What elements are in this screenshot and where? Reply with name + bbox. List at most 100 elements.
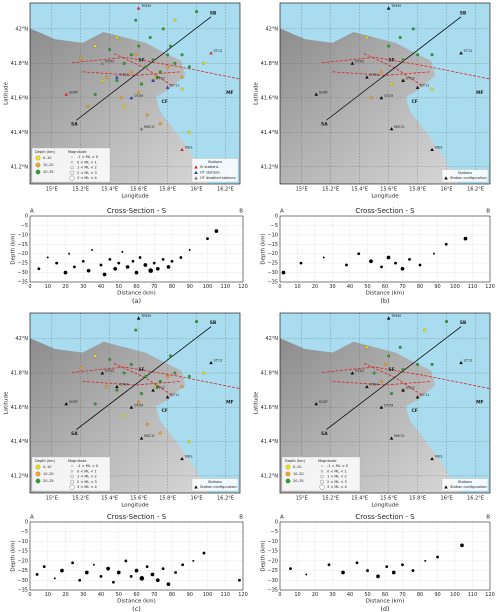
- x-tick-label: 60: [133, 284, 139, 290]
- fault: [321, 366, 491, 389]
- y-tick-label: 42°N: [15, 336, 28, 342]
- station: [459, 360, 463, 365]
- event: [158, 70, 162, 74]
- map-frame: [279, 2, 491, 185]
- y-tick-label: −25: [267, 568, 278, 574]
- legend-label: IV stations: [200, 165, 219, 169]
- y-tick-label: 41.2°N: [11, 473, 29, 479]
- hypocenter: [91, 248, 94, 251]
- hypocenter: [155, 578, 160, 583]
- station: [136, 316, 141, 320]
- station: [365, 384, 369, 389]
- y-axis-label: Latitude: [4, 82, 10, 105]
- x-tick-label: 70: [151, 592, 157, 598]
- station-label: OT11: [170, 393, 179, 397]
- hypocenter: [42, 565, 46, 569]
- station: [100, 61, 105, 65]
- station-label: OT02: [105, 369, 114, 373]
- y-tick-label: 41.8°N: [11, 61, 29, 67]
- hypocenter: [411, 569, 415, 572]
- y-tick-label: −30: [17, 270, 28, 276]
- y-tick-label: 41.2°N: [261, 164, 279, 170]
- chart-title: Cross-Section - S: [107, 513, 167, 521]
- station-label: OT11: [420, 83, 429, 87]
- y-tick-label: 0: [25, 520, 28, 526]
- station: [129, 96, 134, 100]
- x-tick-label: 60: [382, 284, 388, 290]
- station-label: OT09: [384, 94, 393, 98]
- station: [136, 6, 141, 10]
- legend-label: OT stations: [200, 171, 220, 175]
- x-tick-label: 20: [62, 284, 68, 290]
- section-end: A: [280, 515, 284, 521]
- legend-marker: [320, 470, 324, 473]
- profile-line: [326, 16, 462, 121]
- hypocenter: [174, 571, 177, 574]
- event: [145, 422, 149, 426]
- x-tick-label: 80: [417, 284, 423, 290]
- legend-marker: [35, 464, 41, 470]
- hypocenter: [166, 265, 171, 269]
- event: [105, 75, 109, 79]
- station-label: OT02: [105, 59, 114, 63]
- legend-marker: [194, 165, 198, 169]
- legend-marker: [285, 471, 291, 477]
- station: [209, 51, 213, 55]
- y-tick-label: −5: [271, 223, 278, 229]
- legend-label: 10–20: [43, 163, 54, 167]
- hypocenter: [418, 263, 422, 267]
- event: [430, 53, 434, 57]
- y-tick-label: 0: [275, 214, 278, 220]
- x-axis-label: Longitude: [371, 194, 399, 200]
- profile-label: SA: [321, 122, 328, 128]
- event: [379, 380, 383, 384]
- fault-label: SF: [388, 57, 394, 63]
- legend-label: 3 < ML < 4: [77, 485, 98, 489]
- hypocenter: [369, 259, 373, 264]
- section-end: A: [30, 515, 34, 521]
- station-label: MSCO: [394, 434, 405, 438]
- profile-line: [76, 326, 212, 430]
- y-tick-label: 0: [25, 214, 28, 220]
- plot-frame: [279, 215, 491, 283]
- hypocenter: [72, 265, 76, 269]
- station: [115, 384, 119, 389]
- legend-marker: [71, 465, 73, 467]
- hypocenter: [55, 261, 59, 265]
- event: [129, 53, 133, 57]
- hypocenter: [289, 567, 292, 571]
- station: [386, 6, 391, 10]
- legend-title: Stations: [458, 171, 472, 175]
- event: [411, 27, 415, 31]
- x-tick-label: 80: [169, 592, 175, 598]
- event: [180, 53, 184, 57]
- legend-title: Depth (km): [285, 459, 306, 463]
- hypocenter: [35, 573, 39, 576]
- legend-marker: [35, 169, 41, 175]
- x-tick-label: 16°E: [191, 187, 203, 193]
- y-tick-label: 42°N: [15, 26, 28, 32]
- legend-marker: [70, 470, 74, 473]
- event: [105, 385, 109, 389]
- x-tick-label: 50: [364, 284, 370, 290]
- y-tick-label: −25: [17, 568, 28, 574]
- x-tick-label: 16.2°E: [217, 187, 234, 193]
- x-tick-label: 110: [220, 592, 230, 598]
- event: [93, 92, 97, 96]
- legend-marker: [35, 478, 41, 484]
- x-tick-label: 70: [399, 592, 405, 598]
- profile-label: SB: [210, 320, 217, 326]
- x-tick-label: 15°E: [46, 496, 58, 502]
- event: [166, 65, 170, 69]
- land: [280, 338, 459, 493]
- hypocenter: [400, 266, 405, 271]
- x-tick-label: 120: [238, 592, 248, 598]
- y-tick-label: −10: [267, 232, 278, 238]
- event: [155, 385, 159, 389]
- x-tick-label: 40: [347, 592, 353, 598]
- station: [139, 127, 144, 131]
- x-tick-label: 90: [434, 284, 440, 290]
- event: [180, 75, 184, 79]
- legend-label: 10–20: [293, 472, 304, 476]
